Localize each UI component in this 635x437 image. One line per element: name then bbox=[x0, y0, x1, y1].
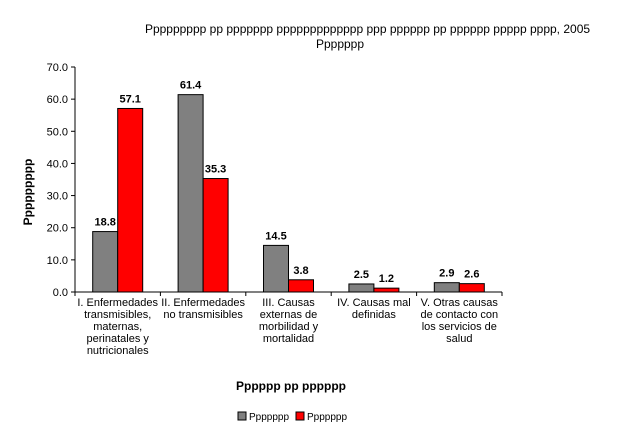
bar bbox=[177, 94, 204, 293]
x-tick-label: III. Causas externas de morbilidad y mortal… bbox=[259, 297, 319, 345]
y-tick-label: 50.0 bbox=[47, 126, 68, 138]
data-label: 14.5 bbox=[265, 230, 286, 242]
chart-title: Ppppppppp pp ppppppp ppppppppppppp ppp p… bbox=[144, 22, 591, 36]
bar bbox=[348, 283, 375, 293]
data-label: 3.8 bbox=[293, 265, 308, 277]
data-label: 2.9 bbox=[439, 268, 454, 280]
data-label: 1.2 bbox=[379, 273, 394, 285]
y-tick-label: 10.0 bbox=[47, 255, 68, 267]
y-tick-label: 40.0 bbox=[47, 158, 68, 170]
y-tick-label: 0.0 bbox=[53, 287, 68, 299]
legend-label: Ppppppp bbox=[307, 412, 347, 423]
data-label: 35.3 bbox=[205, 164, 226, 176]
y-axis-title: Ppppppppp bbox=[21, 159, 35, 226]
y-tick-label: 60.0 bbox=[47, 94, 68, 106]
legend-label: Ppppppp bbox=[249, 412, 289, 423]
x-tick-label: II. Enfermedades no transmisibles bbox=[161, 297, 245, 321]
x-tick-label: IV. Causas mal definidas bbox=[337, 297, 411, 321]
data-label: 18.8 bbox=[94, 217, 115, 229]
bars bbox=[92, 94, 485, 293]
data-label: 2.6 bbox=[464, 269, 479, 281]
bar bbox=[288, 279, 314, 293]
x-axis-title: Pppppp pp pppppp bbox=[236, 379, 346, 393]
bar bbox=[263, 244, 289, 293]
legend-swatch bbox=[237, 411, 247, 421]
bar bbox=[373, 287, 400, 293]
y-tick-label: 20.0 bbox=[47, 223, 68, 235]
bar bbox=[458, 283, 485, 293]
data-label: 57.1 bbox=[119, 93, 140, 105]
y-tick-label: 70.0 bbox=[47, 62, 68, 74]
data-label: 61.4 bbox=[180, 80, 202, 92]
data-labels: 18.8 57.1 61.4 35.3 14.5 3.8 2.5 1.2 2.9 2.6 bbox=[94, 80, 479, 285]
bar bbox=[433, 282, 460, 293]
bar bbox=[92, 231, 119, 293]
bar bbox=[202, 178, 229, 293]
x-axis-ticks: I. Enfermedades transmisibles, maternas, pe… bbox=[77, 297, 498, 357]
bar bbox=[117, 107, 144, 293]
legend: Ppppppp Ppppppp bbox=[237, 411, 347, 423]
data-label: 2.5 bbox=[354, 269, 369, 281]
chart-title-line2: Ppppppp bbox=[315, 37, 365, 51]
y-axis-ticks: 0.0 10.0 20.0 30.0 40.0 50.0 60.0 70.0 bbox=[47, 62, 75, 299]
y-tick-label: 30.0 bbox=[47, 191, 68, 203]
x-tick-label: V. Otras causas de contacto con los servic… bbox=[420, 297, 498, 345]
x-tick-label: I. Enfermedades transmisibles, maternas, pe… bbox=[77, 297, 158, 357]
legend-swatch bbox=[295, 411, 305, 421]
